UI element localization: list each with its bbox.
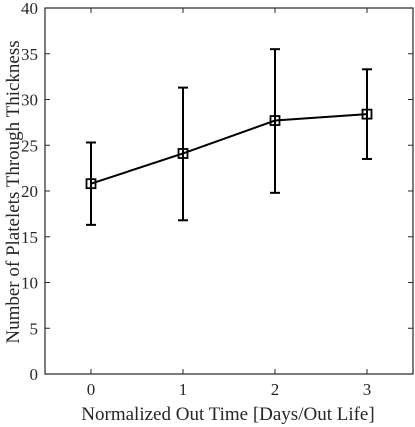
y-axis-label: Number of Platelets Through Thickness [3, 40, 24, 343]
x-tick-label: 0 [87, 380, 96, 399]
y-tick-label: 0 [30, 365, 39, 384]
y-tick-label: 35 [21, 45, 38, 64]
y-tick-label: 40 [21, 0, 38, 18]
y-tick-label: 30 [21, 91, 38, 110]
data-point-marker [361, 108, 373, 120]
y-tick-label: 15 [21, 228, 38, 247]
y-tick-label: 20 [21, 182, 38, 201]
x-tick-label: 1 [179, 380, 188, 399]
data-point-marker [177, 148, 189, 159]
x-tick-label: 2 [271, 380, 280, 399]
y-tick-label: 10 [21, 274, 38, 293]
plot-area [44, 7, 414, 375]
x-tick-label: 3 [363, 380, 372, 399]
x-axis-label: Normalized Out Time [Days/Out Life] [81, 404, 374, 425]
data-point-marker [269, 115, 281, 126]
plot-frame [44, 7, 414, 375]
y-tick-label: 25 [21, 136, 38, 155]
y-tick-label: 5 [30, 319, 39, 338]
x-axis: 0 1 2 3 [87, 8, 372, 399]
y-axis: 0 5 10 15 20 25 30 35 40 [21, 0, 413, 384]
data-point-marker [85, 178, 97, 190]
series-line [90, 113, 368, 185]
